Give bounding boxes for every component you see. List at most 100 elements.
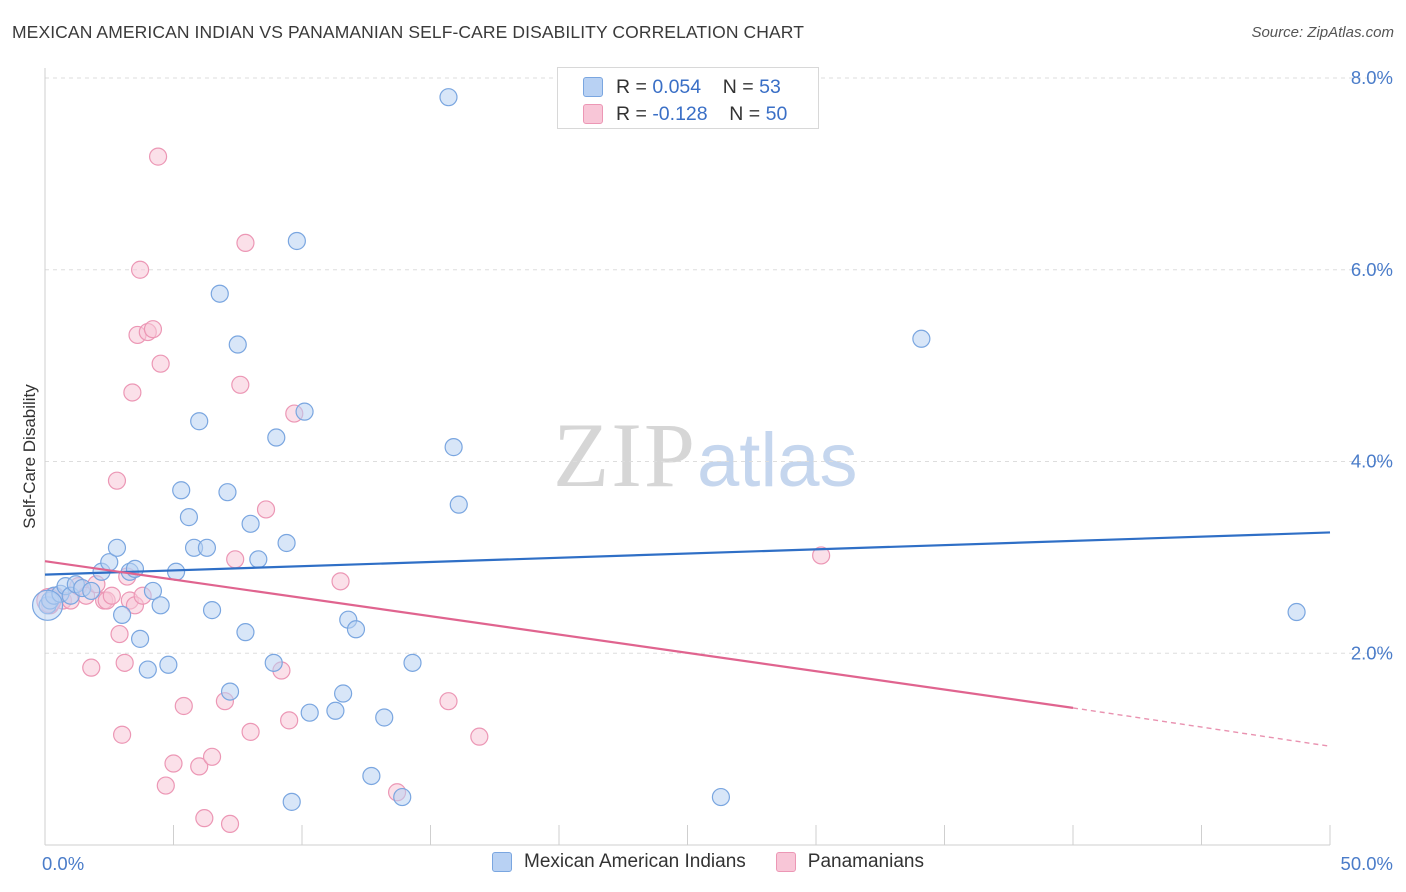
x-tick-label-0: 0.0% (42, 853, 84, 874)
blue-point-21 (172, 481, 191, 500)
pink-point-38 (256, 500, 276, 519)
pink-point-27 (164, 754, 183, 773)
pink-point-20 (130, 260, 150, 279)
pink-point-13 (112, 725, 132, 744)
blue-point-22 (179, 508, 199, 527)
pink-point-25 (151, 354, 170, 373)
blue-swatch (583, 77, 603, 97)
blue-point-26 (202, 601, 222, 620)
pink-point-30 (195, 809, 214, 828)
blue-point-46 (375, 708, 394, 727)
y-tick-label-2: 6.0% (1351, 259, 1393, 280)
blue-point-cluster (31, 589, 64, 621)
blue-point-48 (403, 653, 422, 672)
watermark-atlas: atlas (697, 418, 858, 503)
pink-n-value: 50 (765, 102, 788, 125)
pink-point-46 (812, 546, 831, 565)
legend-row-pink: R = -0.128 N = 50 (583, 102, 788, 126)
blue-point-12 (112, 605, 132, 625)
panamanians-points (36, 147, 831, 834)
blue-n-value: 53 (759, 75, 781, 98)
blue-point-25 (197, 538, 217, 557)
blue-point-39 (295, 402, 314, 421)
blue-point-36 (277, 533, 296, 553)
zipatlas-watermark: ZIPatlas (553, 402, 858, 508)
legend-label-mexican-american-indians: Mexican American Indians (524, 851, 746, 872)
pink-point-12 (110, 624, 129, 644)
pink-point-36 (236, 233, 255, 253)
pink-point-42 (331, 572, 350, 591)
blue-point-24 (190, 412, 209, 431)
pink-n-label: N = (729, 102, 766, 125)
pink-point-14 (115, 653, 134, 672)
blue-point-27 (210, 284, 229, 303)
series-legend: Mexican American Indians Panamanians (492, 851, 954, 873)
blue-point-38 (287, 231, 306, 251)
trend-lines (44, 531, 1331, 747)
pink-swatch (583, 104, 603, 124)
y-axis-label: Self-Care Disability (20, 384, 39, 529)
blue-point-35 (267, 428, 286, 447)
pink-point-11 (107, 471, 127, 490)
pink-trend-line-extension (1072, 707, 1331, 747)
pink-point-40 (280, 711, 299, 730)
blue-point-40 (300, 703, 319, 722)
blue-point-33 (249, 550, 268, 569)
pink-point-17 (123, 383, 142, 402)
blue-point-28 (218, 483, 237, 502)
blue-point-11 (107, 538, 127, 557)
tick-labels: 2.0% 4.0% 6.0% 8.0% 0.0% 50.0% Self-Care Disab… (20, 67, 1393, 874)
blue-point-51 (449, 495, 468, 514)
blue-point-49 (439, 88, 458, 107)
blue-point-50 (444, 438, 463, 457)
pink-point-26 (156, 776, 175, 795)
legend-row-blue: R = 0.054 N = 53 (583, 75, 781, 99)
pink-point-10 (102, 586, 121, 605)
blue-point-16 (138, 660, 157, 679)
blue-n-label: N = (722, 75, 760, 98)
blue-point-54 (1287, 602, 1306, 622)
blue-point-34 (264, 653, 283, 672)
pink-point-6 (82, 658, 101, 677)
blue-point-31 (236, 623, 255, 642)
pink-point-33 (220, 814, 240, 834)
blue-point-53 (912, 329, 931, 348)
blue-point-44 (346, 620, 366, 639)
blue-point-42 (334, 684, 353, 703)
pink-point-23 (143, 320, 163, 339)
correlation-legend: R = 0.054 N = 53 R = -0.128 N = 50 (557, 67, 819, 129)
legend-item-panamanians: Panamanians (775, 851, 924, 873)
blue-point-30 (228, 335, 247, 354)
chart-title: MEXICAN AMERICAN INDIAN VS PANAMANIAN SE… (12, 22, 805, 42)
y-tick-label-1: 4.0% (1351, 451, 1393, 472)
blue-point-20 (166, 562, 186, 581)
axes (44, 68, 1331, 846)
blue-point-15 (130, 629, 150, 648)
pink-r-value: -0.128 (652, 102, 708, 125)
blue-point-41 (326, 701, 345, 720)
pink-point-24 (148, 147, 168, 166)
blue-trend-line (44, 531, 1331, 576)
pink-trend-line (44, 560, 1074, 709)
legend-swatch-blue (492, 852, 512, 872)
legend-swatch-pink (775, 852, 796, 872)
blue-point-37 (282, 792, 301, 811)
y-tick-label-0: 2.0% (1351, 642, 1393, 663)
pink-point-45 (470, 727, 489, 746)
watermark-zip: ZIP (553, 404, 697, 506)
blue-r-label: R = (616, 75, 653, 98)
pink-point-44 (439, 692, 458, 711)
pink-r-label: R = (616, 102, 653, 125)
y-tick-label-3: 8.0% (1351, 67, 1393, 88)
pink-point-37 (241, 722, 260, 741)
source-label: Source: ZipAtlas.com (1251, 24, 1394, 41)
blue-point-52 (711, 787, 731, 807)
pink-point-35 (231, 375, 250, 394)
blue-point-19 (159, 655, 178, 674)
blue-point-29 (220, 682, 240, 701)
pink-point-28 (174, 696, 193, 716)
blue-point-45 (362, 766, 381, 786)
pink-point-29 (190, 757, 209, 776)
x-tick-label-1: 50.0% (1341, 853, 1393, 874)
